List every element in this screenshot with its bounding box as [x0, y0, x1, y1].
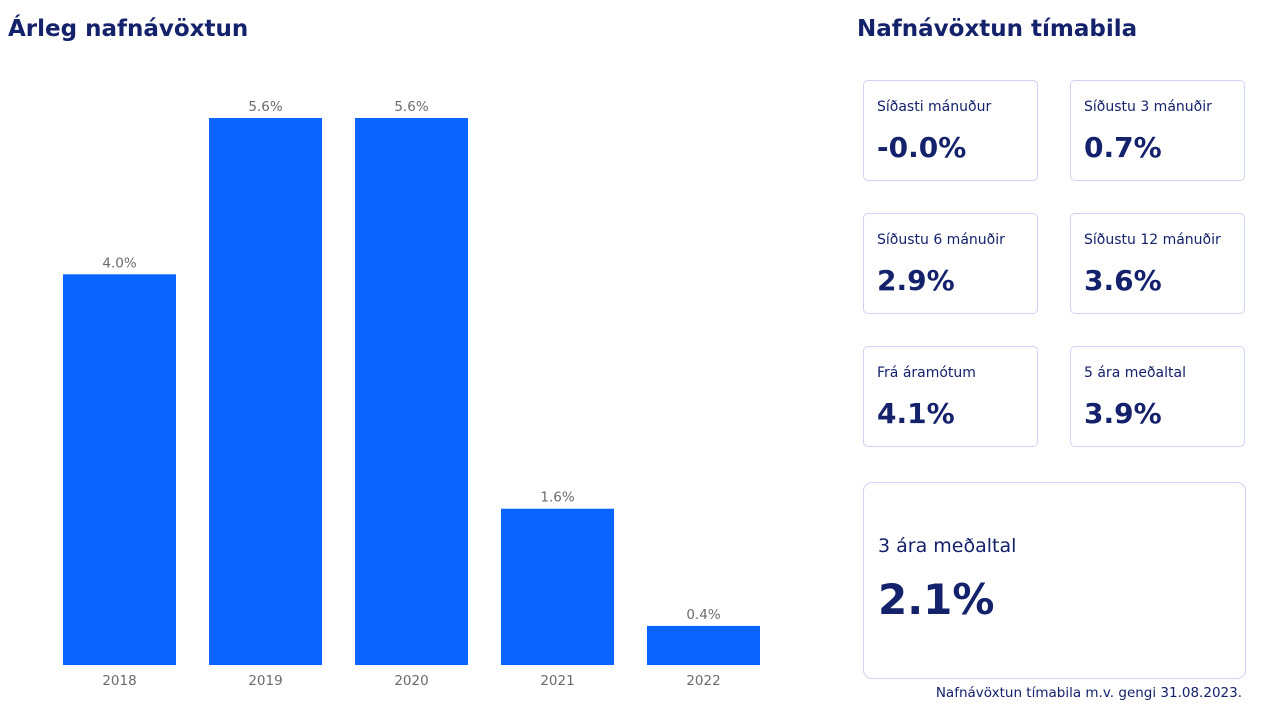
data-label-2019: 5.6%	[248, 99, 282, 115]
card-last-month: Síðasti mánuður -0.0%	[863, 80, 1038, 181]
panel-title: Nafnávöxtun tímabila	[857, 16, 1138, 42]
card-value: 4.1%	[877, 397, 955, 430]
bar-2019[interactable]	[209, 118, 322, 665]
card-last-6-months: Síðustu 6 mánuðir 2.9%	[863, 213, 1038, 314]
data-label-2018: 4.0%	[102, 255, 136, 271]
x-tick-2020: 2020	[394, 673, 428, 689]
x-tick-2019: 2019	[248, 673, 282, 689]
card-label: Frá áramótum	[877, 365, 976, 381]
card-last-12-months: Síðustu 12 mánuðir 3.6%	[1070, 213, 1245, 314]
card-label: 3 ára meðaltal	[878, 535, 1017, 557]
card-value: 3.9%	[1084, 397, 1162, 430]
x-tick-2021: 2021	[540, 673, 574, 689]
bar-2022[interactable]	[647, 625, 760, 665]
x-tick-2018: 2018	[102, 673, 136, 689]
card-label: Síðustu 3 mánuðir	[1084, 99, 1212, 115]
bar-2020[interactable]	[355, 118, 468, 665]
data-label-2021: 1.6%	[540, 490, 574, 506]
card-last-3-months: Síðustu 3 mánuðir 0.7%	[1070, 80, 1245, 181]
card-label: Síðustu 12 mánuðir	[1084, 232, 1221, 248]
card-year-to-date: Frá áramótum 4.1%	[863, 346, 1038, 447]
bar-chart: 4.0% 2018 5.6% 2019 5.6% 2020 1.6% 2021 0.4% 2022	[63, 99, 760, 689]
card-label: Síðustu 6 mánuðir	[877, 232, 1005, 248]
card-3-year-average: 3 ára meðaltal 2.1%	[863, 482, 1246, 679]
card-label: 5 ára meðaltal	[1084, 365, 1186, 381]
data-label-2022: 0.4%	[686, 607, 720, 623]
bar-2018[interactable]	[63, 274, 176, 665]
card-value: 0.7%	[1084, 131, 1162, 164]
chart-title: Árleg nafnávöxtun	[8, 16, 249, 42]
card-5-year-average: 5 ára meðaltal 3.9%	[1070, 346, 1245, 447]
card-value: -0.0%	[877, 131, 967, 164]
footnote: Nafnávöxtun tímabila m.v. gengi 31.08.20…	[935, 685, 1242, 701]
card-value: 2.1%	[878, 575, 995, 624]
card-value: 2.9%	[877, 264, 955, 297]
bar-2021[interactable]	[501, 508, 614, 665]
data-label-2020: 5.6%	[394, 99, 428, 115]
x-tick-2022: 2022	[686, 673, 720, 689]
card-label: Síðasti mánuður	[877, 99, 992, 115]
card-value: 3.6%	[1084, 264, 1162, 297]
